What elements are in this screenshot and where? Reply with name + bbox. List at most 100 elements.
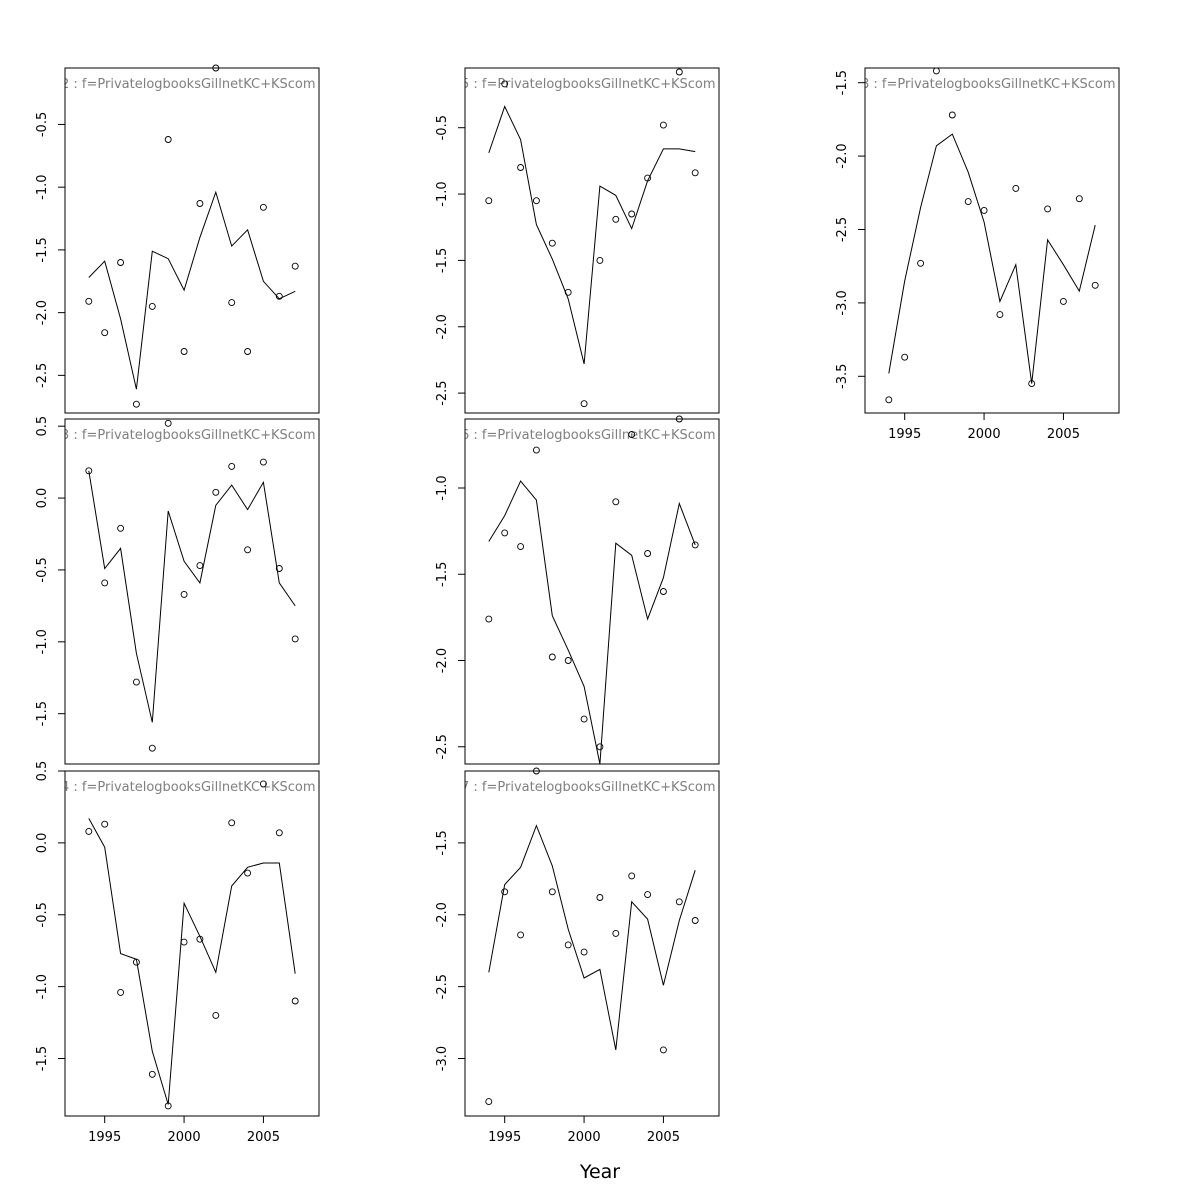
observed-point [117,259,125,266]
observed-point [612,498,620,506]
observed-point [501,888,509,896]
observed-point [596,256,604,264]
observed-point [1028,380,1036,388]
x-tick-label: 2005 [647,1130,680,1145]
panel-frame [464,67,720,414]
observed-point [548,888,556,896]
x-tick-label: 2000 [168,1130,201,1145]
observed-point [501,80,509,88]
observed-point [85,297,93,305]
y-tick-label: -2.5 [435,380,450,405]
panel-4: 3 : f=PrivatelogbooksGillnetKC+KScom -1.5… [35,416,320,765]
fitted-line [488,824,696,1050]
panel-title: 5 : f=PrivatelogbooksGillnetKC+KScom [461,77,716,92]
observed-point [917,259,925,267]
y-tick-label: -1.5 [35,237,50,262]
observed-point [948,111,956,119]
y-tick-label: -1.0 [435,181,450,206]
observed-point [212,488,220,496]
y-tick-label: -2.0 [35,300,50,325]
observed-point [517,164,525,171]
observed-point [180,348,188,355]
x-tick-label: 2005 [1047,427,1080,442]
observed-point [580,715,588,723]
observed-point [885,396,893,404]
y-tick-label: -2.0 [835,143,850,168]
y-tick-label: -1.5 [35,701,50,726]
observed-point [291,262,299,270]
observed-point [291,997,299,1005]
observed-point [485,615,493,623]
observed-point [148,302,156,310]
y-tick-label: -1.5 [435,562,450,587]
observed-point [85,467,93,475]
observed-point [485,197,493,205]
observed-point [164,419,172,427]
observed-point [675,68,683,76]
observed-point [980,206,988,214]
y-tick-label: -0.5 [35,902,50,927]
panel-6: 4 : f=PrivatelogbooksGillnetKC+KScom -1.5… [35,761,320,1145]
observed-point [291,635,299,643]
observed-point [196,935,204,943]
panel-frame [464,418,720,765]
panel-frame [864,67,1120,414]
observed-point [1044,205,1052,213]
observed-point [564,288,572,296]
y-tick-label: -0.5 [35,112,50,137]
panel-frame [64,67,320,414]
y-tick-label: -2.0 [435,314,450,339]
observed-point [196,200,204,207]
observed-point [580,400,588,408]
observed-point [132,678,140,686]
y-tick-label: -2.5 [35,363,50,388]
panel-2: 5 : f=PrivatelogbooksGillnetKC+KScom -2.5… [435,67,720,414]
observed-point [259,780,267,788]
observed-point [644,550,652,557]
observed-point [485,1098,493,1106]
y-tick-label: 0.5 [35,416,50,437]
observed-point [101,579,109,587]
observed-point [180,590,188,598]
observed-point [275,565,283,572]
observed-point [101,820,109,828]
observed-point [644,891,652,899]
panel-title: 8 : f=PrivatelogbooksGillnetKC+KScom [861,77,1116,92]
observed-point [628,431,636,438]
panel-title: 6 : f=PrivatelogbooksGillnetKC+KScom [461,428,716,443]
fitted-line [88,190,296,390]
panel-frame [64,770,320,1117]
fitted-line [88,818,296,1105]
panel-title: 3 : f=PrivatelogbooksGillnetKC+KScom [61,428,316,443]
fitted-line [88,470,296,723]
observed-point [532,197,540,205]
observed-point [548,653,556,661]
x-tick-label: 1995 [888,427,921,442]
observed-point [228,819,236,827]
observed-point [691,541,699,549]
observed-point [244,348,252,355]
y-tick-label: -1.5 [35,1046,50,1071]
x-tick-label: 1995 [488,1130,521,1145]
observed-point [196,562,204,570]
observed-point [501,529,509,537]
y-tick-label: -2.0 [435,648,450,673]
observed-point [244,869,252,877]
observed-point [164,136,172,143]
y-tick-label: -2.5 [835,217,850,242]
observed-point [1091,281,1099,289]
y-tick-label: -1.5 [435,830,450,855]
panels-group: 2 : f=PrivatelogbooksGillnetKC+KScom -2.5… [35,64,1120,1145]
observed-point [259,203,267,211]
observed-point [659,121,667,129]
fitted-line [488,105,696,365]
y-tick-label: -1.0 [35,174,50,199]
observed-point [164,1102,172,1110]
y-tick-label: 0.0 [35,833,50,854]
observed-point [85,827,93,835]
panel-5: 6 : f=PrivatelogbooksGillnetKC+KScom -2.5… [435,415,720,765]
observed-point [132,400,140,408]
observed-point [517,543,525,551]
observed-point [675,898,683,906]
observed-point [628,872,636,880]
